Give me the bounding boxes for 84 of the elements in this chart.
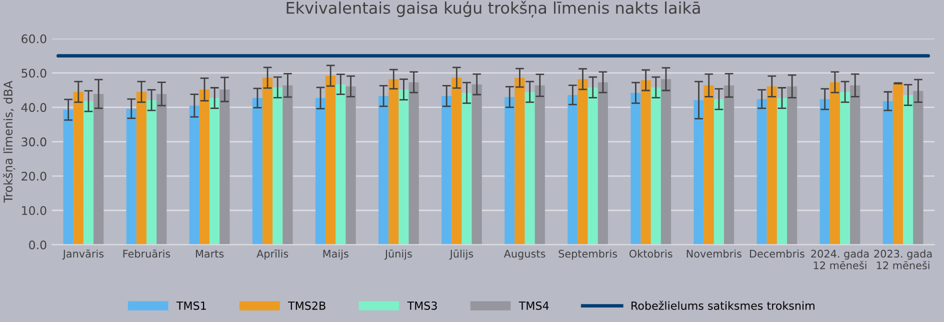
bar (282, 85, 293, 245)
bar (199, 89, 210, 245)
legend-label: Robežlielums satiksmes troksnim (632, 300, 814, 310)
bar (156, 94, 167, 245)
bar (346, 86, 356, 245)
bar (524, 92, 535, 245)
bar (650, 87, 661, 245)
bar (146, 100, 157, 245)
bar (903, 94, 914, 245)
bar (830, 82, 840, 245)
bar (840, 92, 850, 245)
bar (534, 85, 545, 245)
x-tick-label: 2024. gada 12 mēneši (811, 250, 869, 270)
x-tick-label: Aprīlis (256, 250, 288, 260)
bar (210, 98, 220, 245)
x-tick-label: Jūnijs (384, 250, 412, 260)
bar (452, 78, 462, 245)
bar (220, 89, 230, 245)
bar (73, 92, 84, 245)
bar (462, 92, 472, 245)
bar (63, 110, 74, 245)
bar (568, 94, 578, 245)
bar (83, 101, 94, 245)
y-tick-label: 30.0 (22, 137, 46, 146)
bar (578, 79, 588, 245)
bar (892, 83, 904, 245)
bar (714, 99, 724, 245)
bar (472, 84, 482, 245)
bar (189, 106, 200, 245)
bar (315, 98, 326, 245)
y-axis-title: Trokšņa līmenis, dBA (2, 80, 16, 203)
bar (94, 94, 104, 245)
y-tick-label: 50.0 (22, 68, 46, 78)
bar (630, 92, 641, 245)
legend-label: TMS2B (288, 301, 326, 310)
chart-title: Ekvivalentais gaisa kuģu trokšņa līmenis nakts laikā (286, 0, 700, 18)
bar (598, 82, 608, 245)
x-tick-label: Maijs (323, 250, 348, 260)
y-tick-label: 20.0 (22, 172, 46, 181)
x-tick-label: Novembris (686, 250, 742, 258)
bar (882, 101, 893, 245)
x-tick-label: Janvāris (62, 250, 104, 260)
bar (588, 87, 598, 245)
y-tick-label: 10.0 (22, 206, 46, 216)
x-tick-label: Jūlijs (449, 250, 474, 260)
bar (850, 85, 860, 245)
bar (252, 98, 262, 245)
bar (820, 99, 830, 245)
x-tick-label: Decembris (750, 250, 804, 258)
y-tick-label: 40.0 (21, 103, 46, 112)
bar (776, 98, 788, 245)
bar (398, 89, 409, 245)
legend-label: TMS4 (518, 301, 549, 310)
x-tick-label: 2023. gada 12 mēneši (874, 250, 932, 270)
bar (408, 82, 419, 245)
bar (766, 86, 777, 245)
bar (378, 96, 389, 245)
bar (756, 99, 767, 245)
bar (336, 84, 346, 245)
bar (442, 96, 452, 245)
bar (694, 100, 704, 245)
bar (504, 97, 515, 245)
bar (660, 79, 672, 245)
bar (787, 86, 798, 245)
bar (388, 79, 399, 245)
bar (913, 90, 924, 245)
x-tick-label: Marts (196, 250, 224, 258)
x-tick-label: Februāris (123, 250, 170, 258)
x-tick-label: Septembris (558, 250, 618, 260)
legend-label: TMS3 (407, 301, 437, 310)
bar (136, 92, 146, 245)
bar (272, 87, 283, 245)
bar (640, 80, 651, 245)
bar (126, 108, 136, 245)
y-tick-label: 60.0 (22, 34, 46, 44)
y-tick-label: 0.0 (29, 240, 46, 250)
bar (326, 76, 336, 245)
bar (262, 78, 273, 245)
x-tick-label: Augusts (504, 250, 546, 260)
bar (514, 78, 525, 245)
bar (724, 85, 734, 245)
bar (704, 85, 714, 245)
x-tick-label: Oktobris (629, 250, 672, 258)
legend-label: TMS1 (176, 301, 206, 310)
